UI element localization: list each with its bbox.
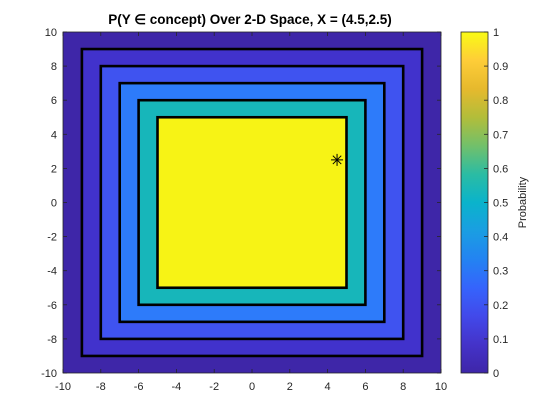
chart-title: P(Y ∈ concept) Over 2-D Space, X = (4.5,… (108, 12, 392, 27)
y-tick-label: -8 (47, 334, 57, 346)
contour-line-0 (80, 47, 424, 358)
colorbar-tick-label: 1 (493, 27, 499, 39)
contour-line-3 (137, 98, 367, 307)
colorbar-tick-label: 0.5 (493, 198, 508, 210)
y-tick-label: 4 (51, 129, 57, 141)
x-tick-label: -4 (172, 381, 182, 393)
y-tick-label: -6 (47, 300, 57, 312)
x-axis: -10 -8 -6 -4 -2 0 2 4 6 8 10 (55, 32, 447, 393)
y-tick-label: -4 (47, 266, 57, 278)
x-tick-label: -2 (209, 381, 219, 393)
x-tick-label: -6 (134, 381, 144, 393)
contour-line-4 (156, 115, 348, 290)
colorbar-tick-label: 0.9 (493, 61, 508, 73)
colorbar-tick-label: 0.2 (493, 300, 508, 312)
y-tick-label: 0 (51, 198, 57, 210)
y-tick-label: 8 (51, 61, 57, 73)
colorbar-tick-label: 0.1 (493, 334, 508, 346)
colorbar-tick-label: 0.7 (493, 129, 508, 141)
colorbar-tick-label: 0 (493, 368, 499, 380)
colorbar-ticks: 0 0.1 0.2 0.3 0.4 0.5 0.6 0.7 0.8 0.9 1 (484, 27, 508, 380)
colorbar-tick-label: 0.4 (493, 232, 508, 244)
y-tick-label: 2 (51, 163, 57, 175)
colorbar-tick-label: 0.8 (493, 95, 508, 107)
x-tick-label: 0 (249, 381, 255, 393)
x-tick-label: 10 (435, 381, 447, 393)
y-tick-label: 10 (45, 27, 57, 39)
colorbar: 0 0.1 0.2 0.3 0.4 0.5 0.6 0.7 0.8 0.9 1 Probabilit… (460, 27, 529, 380)
y-axis: -10 -8 -6 -4 -2 0 2 4 6 8 10 (41, 27, 441, 380)
contour-line-2 (118, 81, 386, 324)
point-marker (331, 153, 344, 166)
x-tick-label: -8 (96, 381, 106, 393)
colorbar-tick-label: 0.6 (493, 163, 508, 175)
x-tick-label: 2 (287, 381, 293, 393)
colorbar-tick-label: 0.3 (493, 266, 508, 278)
region-5 (157, 117, 347, 288)
plot-area (62, 31, 442, 374)
colorbar-label: Probability (517, 176, 529, 228)
contour-line-1 (99, 64, 405, 341)
colorbar-gradient (460, 31, 489, 374)
y-tick-label: 6 (51, 95, 57, 107)
x-tick-label: -10 (55, 381, 71, 393)
x-tick-label: 6 (362, 381, 368, 393)
y-tick-label: -10 (41, 368, 57, 380)
x-tick-label: 8 (400, 381, 406, 393)
y-tick-label: -2 (47, 232, 57, 244)
x-tick-label: 4 (325, 381, 331, 393)
